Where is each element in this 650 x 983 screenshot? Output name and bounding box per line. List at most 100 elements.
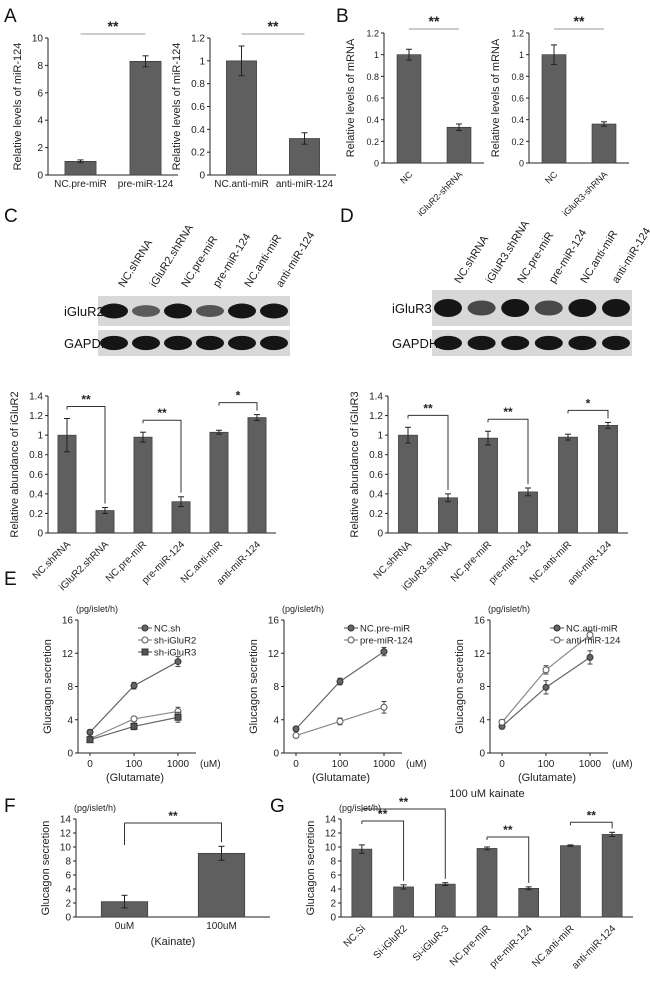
legend-label: sh-iGluR3 bbox=[154, 648, 196, 659]
significance-label: ** bbox=[574, 13, 585, 29]
y-tick-label: 4 bbox=[67, 715, 73, 726]
x-tick-label: 1000 bbox=[167, 759, 190, 770]
bar bbox=[64, 161, 97, 176]
y-tick-label: 10 bbox=[32, 34, 44, 45]
y-tick-label: 16 bbox=[268, 616, 280, 627]
y-tick-label: 0.6 bbox=[366, 94, 379, 104]
blot-band bbox=[501, 335, 530, 351]
significance-bracket bbox=[361, 808, 446, 879]
bar bbox=[129, 60, 162, 176]
y-tick-label: 16 bbox=[62, 616, 74, 627]
unit-label: (pg/islet/h) bbox=[76, 604, 118, 614]
x-unit: (uM) bbox=[200, 759, 221, 770]
x-axis-label: (Glutamate) bbox=[106, 772, 164, 784]
y-tick-label: 16 bbox=[474, 616, 486, 627]
panel-letter: F bbox=[4, 796, 16, 817]
y-tick-label: 0.8 bbox=[369, 450, 383, 461]
blot-row-label: iGluR2 bbox=[64, 304, 104, 319]
y-tick-label: 10 bbox=[325, 843, 337, 854]
blot-band bbox=[164, 335, 192, 351]
y-tick-label: 0 bbox=[377, 529, 383, 540]
blot-background bbox=[432, 290, 632, 326]
marker bbox=[347, 624, 355, 632]
x-tick-label: pre-miR-124 bbox=[488, 923, 535, 970]
blot-band bbox=[228, 303, 256, 319]
bar bbox=[434, 883, 456, 918]
chart-E1: 0 4 8 12 16 Glucagon secretion (pg/islet/h) 0 10… bbox=[42, 604, 221, 784]
y-tick-label: 4 bbox=[479, 715, 485, 726]
marker bbox=[498, 718, 506, 726]
significance-label: * bbox=[236, 389, 241, 403]
x-tick-label: pre-miR-124 bbox=[487, 539, 534, 586]
x-tick-label: iGluR3-shRNA bbox=[561, 169, 610, 218]
unit-label: (pg/islet/h) bbox=[488, 604, 530, 614]
marker bbox=[336, 717, 344, 725]
y-tick-label: 0.8 bbox=[29, 450, 43, 461]
marker bbox=[86, 736, 94, 744]
significance-bracket bbox=[143, 419, 182, 493]
x-axis-label: (Glutamate) bbox=[312, 772, 370, 784]
bar bbox=[446, 126, 472, 164]
y-tick-label: 0 bbox=[37, 529, 43, 540]
blot-band bbox=[100, 335, 128, 351]
y-tick-label: 2 bbox=[37, 143, 43, 154]
y-tick-label: 0.4 bbox=[366, 115, 379, 125]
chart-B2: 0 0.2 0.4 0.6 0.8 1 1.2 Relative levels of mRNA… bbox=[490, 13, 629, 218]
chart-D: 0 0.2 0.4 0.6 0.8 1 1.2 1.4 Relative abundance o… bbox=[349, 391, 628, 593]
y-axis-label: Glucagon secretion bbox=[454, 639, 466, 734]
chart-E3: 0 4 8 12 16 Glucagon secretion (pg/islet/h) 0 10… bbox=[454, 604, 633, 784]
marker bbox=[174, 713, 182, 721]
bar bbox=[197, 852, 246, 918]
legend-label: pre-miR-124 bbox=[360, 636, 413, 647]
x-tick-label: 0 bbox=[293, 759, 299, 770]
y-tick-label: 4 bbox=[273, 715, 279, 726]
blot-band bbox=[164, 303, 192, 319]
chart-A2: 0 0.2 0.4 0.6 0.8 1 1.2 Relative levels of miR-… bbox=[171, 18, 336, 190]
chart-G: 0 2 4 6 8 10 12 14 Glucagon secretion (pg/islet/h… bbox=[305, 788, 633, 972]
y-tick-label: 8 bbox=[37, 61, 43, 72]
x-tick-label: 0uM bbox=[115, 921, 134, 932]
y-tick-label: 1 bbox=[377, 431, 383, 442]
y-axis-label: Relative abundance of iGluR2 bbox=[9, 391, 21, 537]
significance-label: ** bbox=[423, 401, 433, 415]
bar bbox=[398, 434, 418, 534]
marker bbox=[292, 732, 300, 740]
panel-letter: A bbox=[4, 6, 17, 27]
y-tick-label: 8 bbox=[479, 682, 485, 693]
blot-band bbox=[602, 299, 630, 317]
x-tick-label: NC.pre-miR bbox=[448, 923, 493, 968]
y-tick-label: 0 bbox=[65, 913, 71, 924]
blot-band bbox=[100, 303, 128, 319]
significance-label: ** bbox=[168, 809, 178, 823]
y-tick-label: 6 bbox=[330, 871, 336, 882]
blot-band bbox=[228, 335, 256, 351]
y-tick-label: 0.2 bbox=[511, 137, 524, 147]
significance-label: ** bbox=[81, 393, 91, 407]
significance-bracket bbox=[361, 820, 405, 881]
y-axis-label: Glucagon secretion bbox=[248, 639, 260, 734]
bar bbox=[133, 436, 153, 534]
blot-band bbox=[196, 335, 224, 351]
bar bbox=[558, 436, 578, 534]
bar bbox=[518, 491, 538, 534]
bar bbox=[438, 497, 458, 534]
bar bbox=[560, 845, 581, 918]
unit-label: (pg/islet/h) bbox=[282, 604, 324, 614]
y-axis-label: Relative levels of mRNA bbox=[345, 38, 357, 157]
significance-bracket bbox=[67, 406, 106, 504]
marker bbox=[542, 666, 550, 674]
legend-label: NC.sh bbox=[154, 624, 180, 635]
blot-row-label: GAPDH bbox=[64, 336, 110, 351]
x-tick-label: 100 bbox=[332, 759, 349, 770]
y-tick-label: 2 bbox=[330, 899, 336, 910]
y-tick-label: 0.8 bbox=[366, 72, 379, 82]
y-tick-label: 0.4 bbox=[29, 489, 43, 500]
y-tick-label: 0.2 bbox=[29, 509, 43, 520]
x-tick-label: NC.Si bbox=[342, 923, 368, 949]
blot-D: NC.shRNAiGluR3.shRNANC.pre-miRpre-miR-12… bbox=[392, 218, 650, 356]
y-tick-label: 0 bbox=[374, 159, 379, 169]
y-tick-label: 1.4 bbox=[29, 392, 43, 403]
x-axis-label: (Kainate) bbox=[151, 936, 196, 948]
panel-letter: C bbox=[4, 206, 18, 227]
